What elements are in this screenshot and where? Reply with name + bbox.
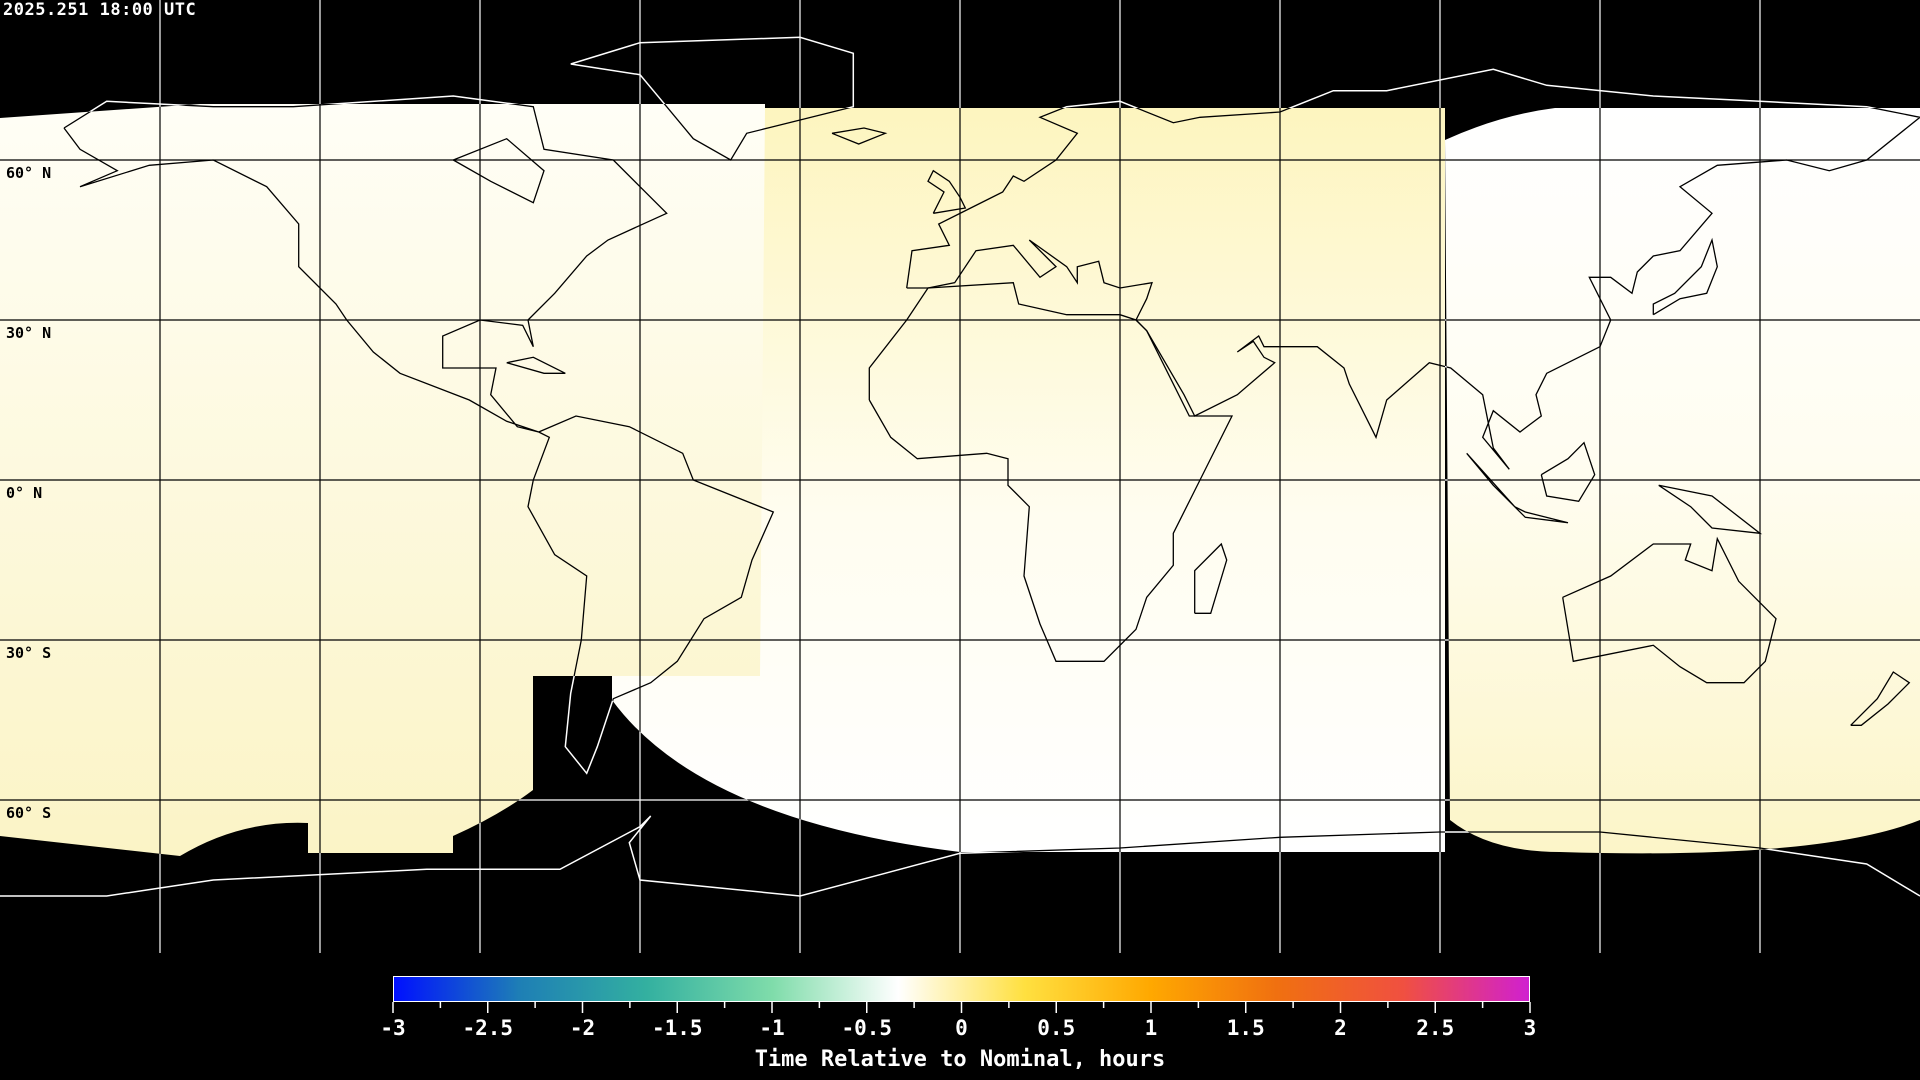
coverage-region-east xyxy=(1445,108,1920,854)
colorbar-tick-label: 1 xyxy=(1144,1016,1158,1040)
colorbar-tick-label: 0.5 xyxy=(1037,1016,1076,1040)
coastline-japan xyxy=(1652,237,1719,316)
coverage-map xyxy=(0,0,1920,953)
colorbar-tick-label: -1.5 xyxy=(651,1016,703,1040)
timestamp-label: 2025.251 18:00 UTC xyxy=(3,0,197,20)
colorbar xyxy=(393,976,1530,1002)
colorbar-tick-label: 2 xyxy=(1334,1016,1347,1040)
lat-label: 60° N xyxy=(6,164,52,182)
coastline-iceland xyxy=(831,127,888,145)
coastline-africa xyxy=(868,281,1234,663)
colorbar-tick-label: -2 xyxy=(569,1016,596,1040)
coastline-hudson-bay xyxy=(452,137,545,204)
lat-label: 60° S xyxy=(6,804,52,822)
colorbar-tick-label: 2.5 xyxy=(1416,1016,1455,1040)
colorbar-tick-label: 0 xyxy=(955,1016,968,1040)
coastline-new-zealand xyxy=(1850,670,1911,727)
coastline-new-guinea xyxy=(1658,484,1763,535)
coastline-great-britain xyxy=(927,169,967,215)
coastline-antarctica xyxy=(0,815,1920,897)
colorbar-tick-label: -2.5 xyxy=(462,1016,514,1040)
colorbar-tick-label: -0.5 xyxy=(841,1016,893,1040)
coastline-borneo xyxy=(1540,441,1596,503)
colorbar-tick-label: -3 xyxy=(380,1016,406,1040)
coastline-eurasia xyxy=(905,68,1920,470)
lat-label: 30° N xyxy=(6,324,52,342)
coastline-madagascar xyxy=(1193,542,1228,615)
coastline-cuba xyxy=(506,356,566,375)
lat-label: 30° S xyxy=(6,644,52,662)
colorbar-tick-label: -1 xyxy=(759,1016,785,1040)
coastline-australia xyxy=(1561,536,1777,684)
colorbar-tick-label: 1.5 xyxy=(1226,1016,1265,1040)
colorbar-tick-label: 3 xyxy=(1523,1016,1537,1040)
colorbar-label: Time Relative to Nominal, hours xyxy=(754,1047,1166,1072)
coastline-greenland xyxy=(570,36,855,162)
lat-label: 0° N xyxy=(6,484,43,502)
coastline-sumatra-java xyxy=(1466,452,1569,524)
coastline-south-america xyxy=(527,415,775,775)
